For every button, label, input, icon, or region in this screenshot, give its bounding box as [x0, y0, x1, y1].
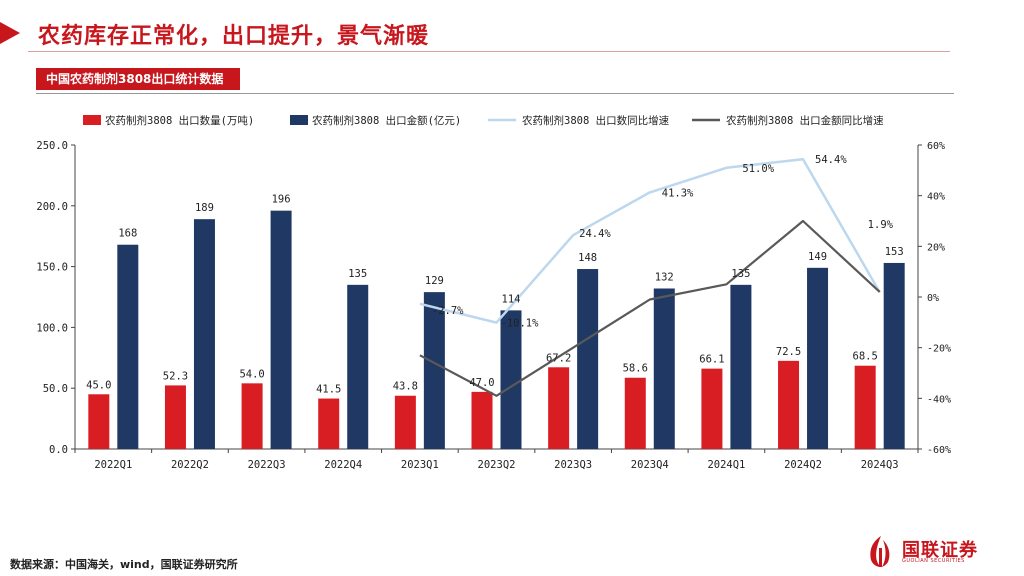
x-tick-label: 2023Q2: [478, 459, 516, 471]
volume-data-label: 47.0: [469, 377, 494, 389]
volume-data-label: 43.8: [393, 381, 418, 393]
amount-data-label: 148: [578, 252, 597, 264]
title-triangle-icon: [0, 22, 20, 44]
volume-data-label: 41.5: [316, 384, 341, 396]
amount-bar: [883, 262, 905, 449]
title-divider: [28, 51, 950, 52]
y-right-tick-label: -40%: [927, 394, 951, 405]
volume-bar: [241, 383, 263, 449]
volume-growth-data-label: 41.3%: [662, 187, 694, 199]
x-tick-label: 2022Q4: [324, 459, 362, 471]
volume-bar: [854, 365, 876, 449]
y-left-tick-label: 200.0: [36, 201, 68, 213]
y-right-tick-label: -20%: [927, 344, 951, 355]
x-tick-label: 2024Q3: [861, 459, 899, 471]
volume-data-label: 72.5: [776, 346, 801, 358]
amount-data-label: 149: [808, 251, 827, 263]
title-bar: 农药库存正常化，出口提升，景气渐暖: [0, 14, 1024, 54]
volume-bar: [164, 385, 186, 449]
y-right-tick-label: 0%: [927, 293, 939, 304]
volume-data-label: 52.3: [163, 370, 188, 382]
volume-data-label: 54.0: [239, 368, 264, 380]
volume-bar: [701, 368, 723, 449]
volume-data-label: 58.6: [623, 363, 648, 375]
volume-bar: [778, 360, 800, 449]
volume-growth-data-label: 51.0%: [742, 163, 774, 175]
x-tick-label: 2022Q2: [171, 459, 209, 471]
amount-data-label: 132: [655, 271, 674, 283]
legend-label: 农药制剂3808 出口数量(万吨): [105, 114, 254, 127]
volume-bar: [624, 377, 646, 449]
amount-bar: [423, 292, 445, 449]
amount-data-label: 168: [118, 228, 137, 240]
amount-bar: [347, 284, 369, 449]
y-right-tick-label: 60%: [927, 141, 945, 152]
volume-growth-data-label: 54.4%: [815, 154, 847, 166]
amount-data-label: 135: [348, 268, 367, 280]
x-tick-label: 2024Q1: [707, 459, 745, 471]
x-tick-label: 2022Q1: [94, 459, 132, 471]
y-left-tick-label: 50.0: [43, 383, 68, 395]
amount-data-label: 189: [195, 202, 214, 214]
volume-bar: [318, 398, 340, 449]
y-right-tick-label: 40%: [927, 192, 945, 203]
volume-bar: [88, 394, 110, 449]
volume-data-label: 45.0: [86, 379, 111, 391]
legend-swatch: [83, 115, 101, 125]
x-tick-label: 2023Q3: [554, 459, 592, 471]
legend-label: 农药制剂3808 出口金额同比增速: [726, 114, 884, 127]
legend-label: 农药制剂3808 出口金额(亿元): [312, 114, 461, 127]
amount-bar: [653, 288, 675, 449]
volume-bar: [471, 391, 493, 449]
amount-bar: [807, 267, 829, 449]
amount-bar: [577, 269, 599, 449]
amount-bar: [193, 219, 215, 449]
data-source: 数据来源：中国海关，wind，国联证券研究所: [10, 558, 238, 571]
x-tick-label: 2022Q3: [248, 459, 286, 471]
volume-growth-data-label: 24.4%: [579, 228, 611, 240]
y-left-tick-label: 250.0: [36, 140, 68, 152]
volume-growth-data-label: 1.9%: [868, 219, 894, 231]
x-tick-label: 2024Q2: [784, 459, 822, 471]
logo-name-cn: 国联证券: [902, 540, 978, 561]
amount-bar: [730, 284, 752, 449]
amount-growth-line: [419, 219, 881, 397]
volume-growth-data-label: -2.7%: [432, 305, 464, 317]
volume-growth-line: [419, 157, 881, 324]
y-left-tick-label: 100.0: [36, 322, 68, 334]
company-logo: 国联证券 GUOLIAN SECURITIES: [866, 534, 996, 568]
y-right-tick-label: -60%: [927, 445, 951, 456]
y-right-tick-label: 20%: [927, 242, 945, 253]
volume-data-label: 66.1: [699, 354, 724, 366]
amount-bar: [500, 310, 522, 449]
x-tick-label: 2023Q1: [401, 459, 439, 471]
amount-data-label: 196: [272, 194, 291, 206]
volume-bar: [394, 395, 416, 449]
legend-swatch: [290, 115, 308, 125]
y-left-tick-label: 0.0: [49, 444, 68, 456]
amount-data-label: 129: [425, 275, 444, 287]
chart-subtitle: 中国农药制剂3808出口统计数据: [36, 68, 240, 90]
amount-data-label: 114: [502, 293, 521, 305]
volume-data-label: 67.2: [546, 352, 571, 364]
amount-bar: [270, 210, 292, 449]
subtitle-divider: [36, 93, 954, 94]
logo-mark-icon: [870, 536, 890, 567]
volume-bar: [548, 367, 570, 449]
page-title: 农药库存正常化，出口提升，景气渐暖: [38, 24, 430, 49]
x-tick-label: 2023Q4: [631, 459, 669, 471]
amount-bar: [117, 244, 139, 449]
legend-label: 农药制剂3808 出口数同比增速: [522, 114, 670, 127]
volume-data-label: 68.5: [853, 351, 878, 363]
y-left-tick-label: 150.0: [36, 262, 68, 274]
amount-data-label: 135: [731, 268, 750, 280]
volume-growth-data-label: -10.1%: [501, 318, 540, 330]
amount-data-label: 153: [885, 246, 904, 258]
logo-name-en: GUOLIAN SECURITIES: [902, 558, 965, 564]
